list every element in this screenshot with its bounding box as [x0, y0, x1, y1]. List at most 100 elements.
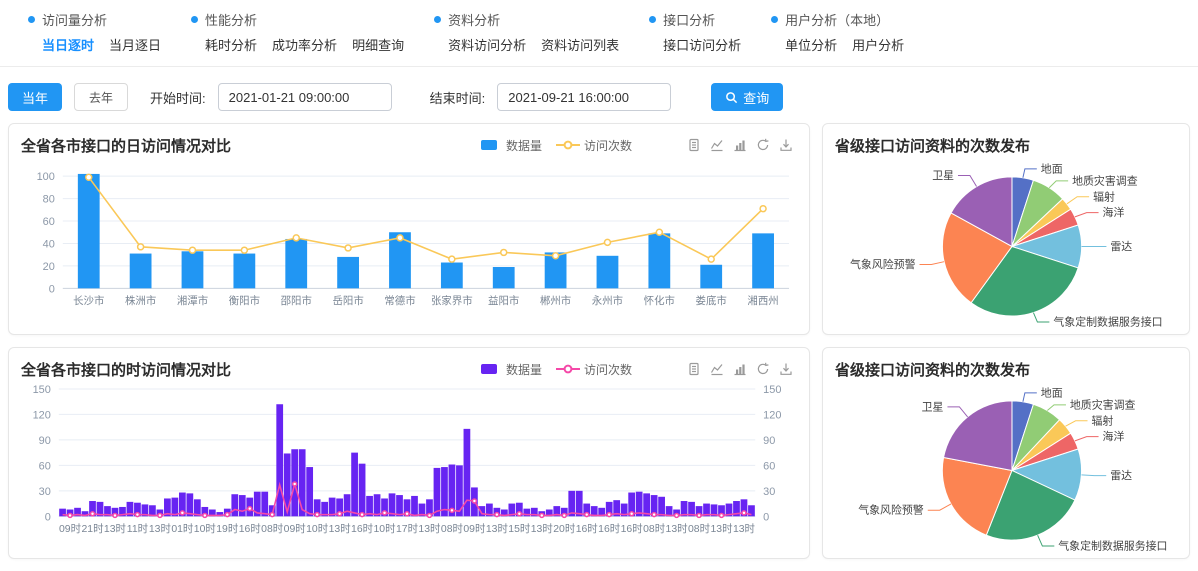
svg-text:13时: 13时	[149, 523, 172, 535]
daily-bar-line-chart[interactable]: 020406080100长沙市株洲市湘潭市衡阳市邵阳市岳阳市常德市张家界市益阳市…	[21, 157, 797, 316]
bullet-icon	[649, 16, 656, 23]
legend-item[interactable]: 数据量	[478, 361, 542, 378]
svg-text:怀化市: 怀化市	[644, 294, 675, 307]
nav-group-title: 接口分析	[663, 10, 715, 29]
search-button[interactable]: 查询	[711, 83, 783, 111]
nav-item[interactable]: 明细查询	[352, 35, 404, 54]
svg-text:16时: 16时	[351, 523, 374, 535]
data-view-icon[interactable]	[687, 362, 701, 376]
svg-text:岳阳市: 岳阳市	[332, 294, 363, 307]
nav-item[interactable]: 成功率分析	[272, 35, 337, 54]
legend-item[interactable]: 数据量	[478, 137, 542, 154]
line-chart-icon[interactable]	[710, 362, 724, 376]
bar-series-swatch-icon	[478, 363, 502, 375]
last-year-button[interactable]: 去年	[74, 83, 128, 111]
card-header: 全省各市接口的时访问情况对比 数据量访问次数	[21, 357, 797, 381]
nav-item[interactable]: 当月逐日	[109, 35, 161, 54]
svg-text:80: 80	[43, 194, 55, 206]
nav-group-title-row: 接口分析	[649, 10, 741, 29]
hourly-visits-card: 全省各市接口的时访问情况对比 数据量访问次数 00303060609090120…	[8, 347, 810, 559]
svg-text:30: 30	[39, 486, 51, 498]
chart-title: 省级接口访问资料的次数发布	[835, 135, 1030, 156]
this-year-button[interactable]: 当年	[8, 83, 62, 111]
svg-text:湘潭市: 湘潭市	[177, 294, 208, 307]
line-chart-icon[interactable]	[710, 138, 724, 152]
nav-group-4: 用户分析（本地） 单位分析用户分析	[771, 10, 904, 54]
svg-text:13时: 13时	[104, 523, 127, 535]
hourly-bar-line-chart[interactable]: 0030306060909012012015015009时21时13时11时13…	[21, 381, 797, 544]
search-button-label: 查询	[743, 88, 769, 107]
svg-text:辐射: 辐射	[1093, 189, 1115, 203]
svg-text:地面: 地面	[1041, 386, 1063, 399]
svg-text:16时: 16时	[598, 523, 621, 535]
data-view-icon[interactable]	[687, 138, 701, 152]
nav-item[interactable]: 当日逐时	[42, 35, 94, 54]
nav-item[interactable]: 接口访问分析	[663, 35, 741, 54]
nav-group-title-row: 性能分析	[191, 10, 404, 29]
nav-group-title: 用户分析（本地）	[785, 10, 889, 29]
nav-item[interactable]: 用户分析	[852, 35, 904, 54]
province-pie-chart-top[interactable]: 地面地质灾害调查辐射海洋雷达气象定制数据服务接口气象风险预警卫星	[835, 157, 1177, 328]
svg-text:100: 100	[37, 171, 55, 183]
svg-text:60: 60	[39, 460, 51, 472]
svg-text:15时: 15时	[508, 523, 531, 535]
svg-text:21时: 21时	[81, 523, 104, 535]
nav-item[interactable]: 资料访问分析	[448, 35, 526, 54]
svg-text:长沙市: 长沙市	[73, 294, 104, 307]
legend-item[interactable]: 访问次数	[556, 137, 632, 154]
svg-text:气象风险预警: 气象风险预警	[858, 503, 924, 517]
svg-text:卫星: 卫星	[922, 400, 944, 413]
nav-item[interactable]: 耗时分析	[205, 35, 257, 54]
svg-text:60: 60	[43, 216, 55, 228]
svg-text:16时: 16时	[576, 523, 599, 535]
bar-chart-icon[interactable]	[733, 362, 747, 376]
province-pie-card-top: 省级接口访问资料的次数发布 地面地质灾害调查辐射海洋雷达气象定制数据服务接口气象…	[822, 123, 1190, 335]
svg-text:13时: 13时	[710, 523, 733, 535]
nav-item[interactable]: 单位分析	[785, 35, 837, 54]
svg-text:09时: 09时	[59, 523, 82, 535]
province-pie-chart-bottom[interactable]: 地面地质灾害调查辐射海洋雷达气象定制数据服务接口气象风险预警卫星	[835, 381, 1177, 552]
svg-text:90: 90	[39, 435, 51, 447]
nav-sub-items: 当日逐时当月逐日	[28, 35, 161, 54]
svg-text:0: 0	[49, 283, 55, 295]
dashboard-grid: 全省各市接口的日访问情况对比 数据量访问次数 020406080100长沙市株洲…	[0, 123, 1198, 571]
top-nav: 访问量分析当日逐时当月逐日性能分析耗时分析成功率分析明细查询资料分析资料访问分析…	[0, 0, 1198, 62]
end-time-input[interactable]	[497, 83, 671, 111]
download-icon[interactable]	[779, 138, 793, 152]
legend-item[interactable]: 访问次数	[556, 361, 632, 378]
svg-text:13时: 13时	[666, 523, 689, 535]
bar-series-swatch-icon	[478, 139, 502, 151]
card-header: 省级接口访问资料的次数发布	[835, 357, 1177, 381]
svg-text:20: 20	[43, 261, 55, 273]
svg-text:40: 40	[43, 238, 55, 250]
nav-group-title: 性能分析	[205, 10, 257, 29]
restore-icon[interactable]	[756, 138, 770, 152]
svg-text:邵阳市: 邵阳市	[281, 294, 312, 307]
svg-text:13时: 13时	[733, 523, 756, 535]
svg-text:16时: 16时	[621, 523, 644, 535]
svg-text:地质灾害调查: 地质灾害调查	[1070, 397, 1136, 411]
svg-text:株洲市: 株洲市	[125, 294, 156, 307]
nav-item[interactable]: 资料访问列表	[541, 35, 619, 54]
svg-text:08时: 08时	[688, 523, 711, 535]
svg-text:卫星: 卫星	[932, 169, 954, 182]
svg-text:20时: 20时	[553, 523, 576, 535]
svg-text:16时: 16时	[239, 523, 262, 535]
bar-chart-icon[interactable]	[733, 138, 747, 152]
svg-text:11时: 11时	[127, 523, 149, 535]
svg-text:13时: 13时	[486, 523, 509, 535]
download-icon[interactable]	[779, 362, 793, 376]
bullet-icon	[771, 16, 778, 23]
svg-text:09时: 09时	[284, 523, 307, 535]
start-time-input[interactable]	[218, 83, 392, 111]
legend-label: 数据量	[506, 137, 542, 154]
svg-text:150: 150	[763, 384, 781, 396]
nav-group-title: 资料分析	[448, 10, 500, 29]
nav-group-1: 性能分析耗时分析成功率分析明细查询	[191, 10, 404, 54]
bullet-icon	[28, 16, 35, 23]
chart-legend: 数据量访问次数	[478, 361, 632, 378]
nav-group-title-row: 用户分析（本地）	[771, 10, 904, 29]
restore-icon[interactable]	[756, 362, 770, 376]
svg-text:娄底市: 娄底市	[696, 294, 727, 307]
svg-text:张家界市: 张家界市	[431, 294, 473, 307]
